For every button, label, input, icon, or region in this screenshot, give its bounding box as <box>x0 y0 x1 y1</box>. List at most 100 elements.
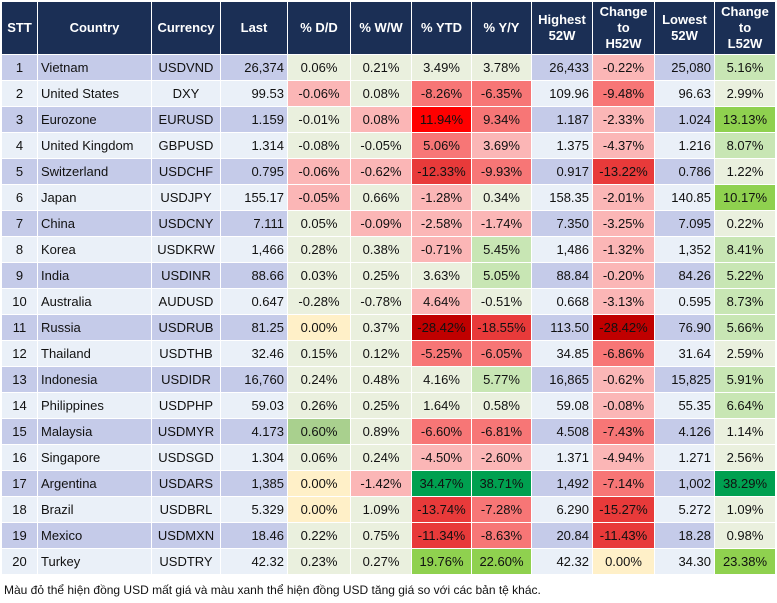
cell-country: Argentina <box>38 471 151 496</box>
cell-h52: 0.668 <box>532 289 592 314</box>
cell-yy: -6.81% <box>472 419 531 444</box>
header-ytd: % YTD <box>412 2 471 54</box>
table-row: 19 Mexico USDMXN 18.46 0.22% 0.75% -11.34% -8.6… <box>2 523 775 548</box>
cell-stt: 7 <box>2 211 37 236</box>
cell-dd: 0.05% <box>288 211 350 236</box>
cell-l52: 55.35 <box>655 393 714 418</box>
cell-country: Russia <box>38 315 151 340</box>
cell-currency: USDIDR <box>152 367 220 392</box>
cell-last: 59.03 <box>221 393 287 418</box>
table-row: 2 United States DXY 99.53 -0.06% 0.08% -8.26% -… <box>2 81 775 106</box>
cell-chl: 2.99% <box>715 81 775 106</box>
cell-l52: 15,825 <box>655 367 714 392</box>
cell-stt: 17 <box>2 471 37 496</box>
cell-stt: 1 <box>2 55 37 80</box>
cell-last: 1,385 <box>221 471 287 496</box>
cell-ytd: -2.58% <box>412 211 471 236</box>
header-currency: Currency <box>152 2 220 54</box>
table-row: 5 Switzerland USDCHF 0.795 -0.06% -0.62% -12.3… <box>2 159 775 184</box>
cell-last: 81.25 <box>221 315 287 340</box>
cell-last: 4.173 <box>221 419 287 444</box>
cell-ww: 0.24% <box>351 445 411 470</box>
cell-ww: -0.78% <box>351 289 411 314</box>
cell-l52: 1.024 <box>655 107 714 132</box>
table-row: 9 India USDINR 88.66 0.03% 0.25% 3.63% 5.05% 88.… <box>2 263 775 288</box>
cell-stt: 19 <box>2 523 37 548</box>
cell-country: Thailand <box>38 341 151 366</box>
cell-chl: 5.66% <box>715 315 775 340</box>
cell-ytd: 3.49% <box>412 55 471 80</box>
cell-dd: -0.06% <box>288 81 350 106</box>
cell-ytd: 4.64% <box>412 289 471 314</box>
cell-l52: 96.63 <box>655 81 714 106</box>
cell-chl: 0.22% <box>715 211 775 236</box>
cell-yy: 5.45% <box>472 237 531 262</box>
cell-country: Eurozone <box>38 107 151 132</box>
cell-currency: USDCHF <box>152 159 220 184</box>
table-row: 4 United Kingdom GBPUSD 1.314 -0.08% -0.05% 5.… <box>2 133 775 158</box>
cell-yy: -8.63% <box>472 523 531 548</box>
cell-last: 18.46 <box>221 523 287 548</box>
cell-l52: 0.786 <box>655 159 714 184</box>
cell-currency: USDVND <box>152 55 220 80</box>
cell-ytd: 5.06% <box>412 133 471 158</box>
cell-dd: -0.08% <box>288 133 350 158</box>
cell-ytd: -11.34% <box>412 523 471 548</box>
cell-dd: 0.24% <box>288 367 350 392</box>
table-row: 6 Japan USDJPY 155.17 -0.05% 0.66% -1.28% 0.34%… <box>2 185 775 210</box>
table-row: 20 Turkey USDTRY 42.32 0.23% 0.27% 19.76% 22.60… <box>2 549 775 574</box>
cell-yy: -7.28% <box>472 497 531 522</box>
cell-chl: 5.22% <box>715 263 775 288</box>
cell-l52: 5.272 <box>655 497 714 522</box>
cell-yy: -0.51% <box>472 289 531 314</box>
cell-chh: -7.43% <box>593 419 654 444</box>
cell-l52: 25,080 <box>655 55 714 80</box>
cell-last: 5.329 <box>221 497 287 522</box>
cell-last: 7.111 <box>221 211 287 236</box>
cell-l52: 18.28 <box>655 523 714 548</box>
cell-country: Japan <box>38 185 151 210</box>
cell-ytd: -6.60% <box>412 419 471 444</box>
cell-chl: 8.07% <box>715 133 775 158</box>
cell-dd: -0.01% <box>288 107 350 132</box>
cell-yy: 38.71% <box>472 471 531 496</box>
cell-l52: 1,352 <box>655 237 714 262</box>
cell-chl: 1.09% <box>715 497 775 522</box>
cell-stt: 10 <box>2 289 37 314</box>
cell-yy: -9.93% <box>472 159 531 184</box>
cell-dd: 0.60% <box>288 419 350 444</box>
cell-ww: -0.62% <box>351 159 411 184</box>
cell-ytd: -4.50% <box>412 445 471 470</box>
table-row: 1 Vietnam USDVND 26,374 0.06% 0.21% 3.49% 3.78%… <box>2 55 775 80</box>
footer-note: Màu đỏ thể hiện đồng USD mất giá và màu … <box>4 583 541 597</box>
cell-country: Brazil <box>38 497 151 522</box>
cell-country: United States <box>38 81 151 106</box>
header-yy: % Y/Y <box>472 2 531 54</box>
cell-ww: 0.66% <box>351 185 411 210</box>
cell-ww: -1.42% <box>351 471 411 496</box>
cell-dd: 0.22% <box>288 523 350 548</box>
cell-currency: USDTHB <box>152 341 220 366</box>
cell-chl: 38.29% <box>715 471 775 496</box>
cell-h52: 16,865 <box>532 367 592 392</box>
cell-currency: USDPHP <box>152 393 220 418</box>
cell-ww: 0.27% <box>351 549 411 574</box>
cell-ytd: -12.33% <box>412 159 471 184</box>
cell-chl: 8.73% <box>715 289 775 314</box>
cell-chh: -1.32% <box>593 237 654 262</box>
cell-h52: 1,492 <box>532 471 592 496</box>
cell-h52: 1.375 <box>532 133 592 158</box>
cell-ytd: 11.94% <box>412 107 471 132</box>
cell-l52: 4.126 <box>655 419 714 444</box>
cell-dd: -0.28% <box>288 289 350 314</box>
cell-h52: 1.187 <box>532 107 592 132</box>
cell-last: 16,760 <box>221 367 287 392</box>
header-stt: STT <box>2 2 37 54</box>
cell-currency: GBPUSD <box>152 133 220 158</box>
cell-stt: 11 <box>2 315 37 340</box>
cell-chl: 6.64% <box>715 393 775 418</box>
cell-last: 0.647 <box>221 289 287 314</box>
cell-chh: -9.48% <box>593 81 654 106</box>
cell-country: Switzerland <box>38 159 151 184</box>
cell-yy: 0.34% <box>472 185 531 210</box>
